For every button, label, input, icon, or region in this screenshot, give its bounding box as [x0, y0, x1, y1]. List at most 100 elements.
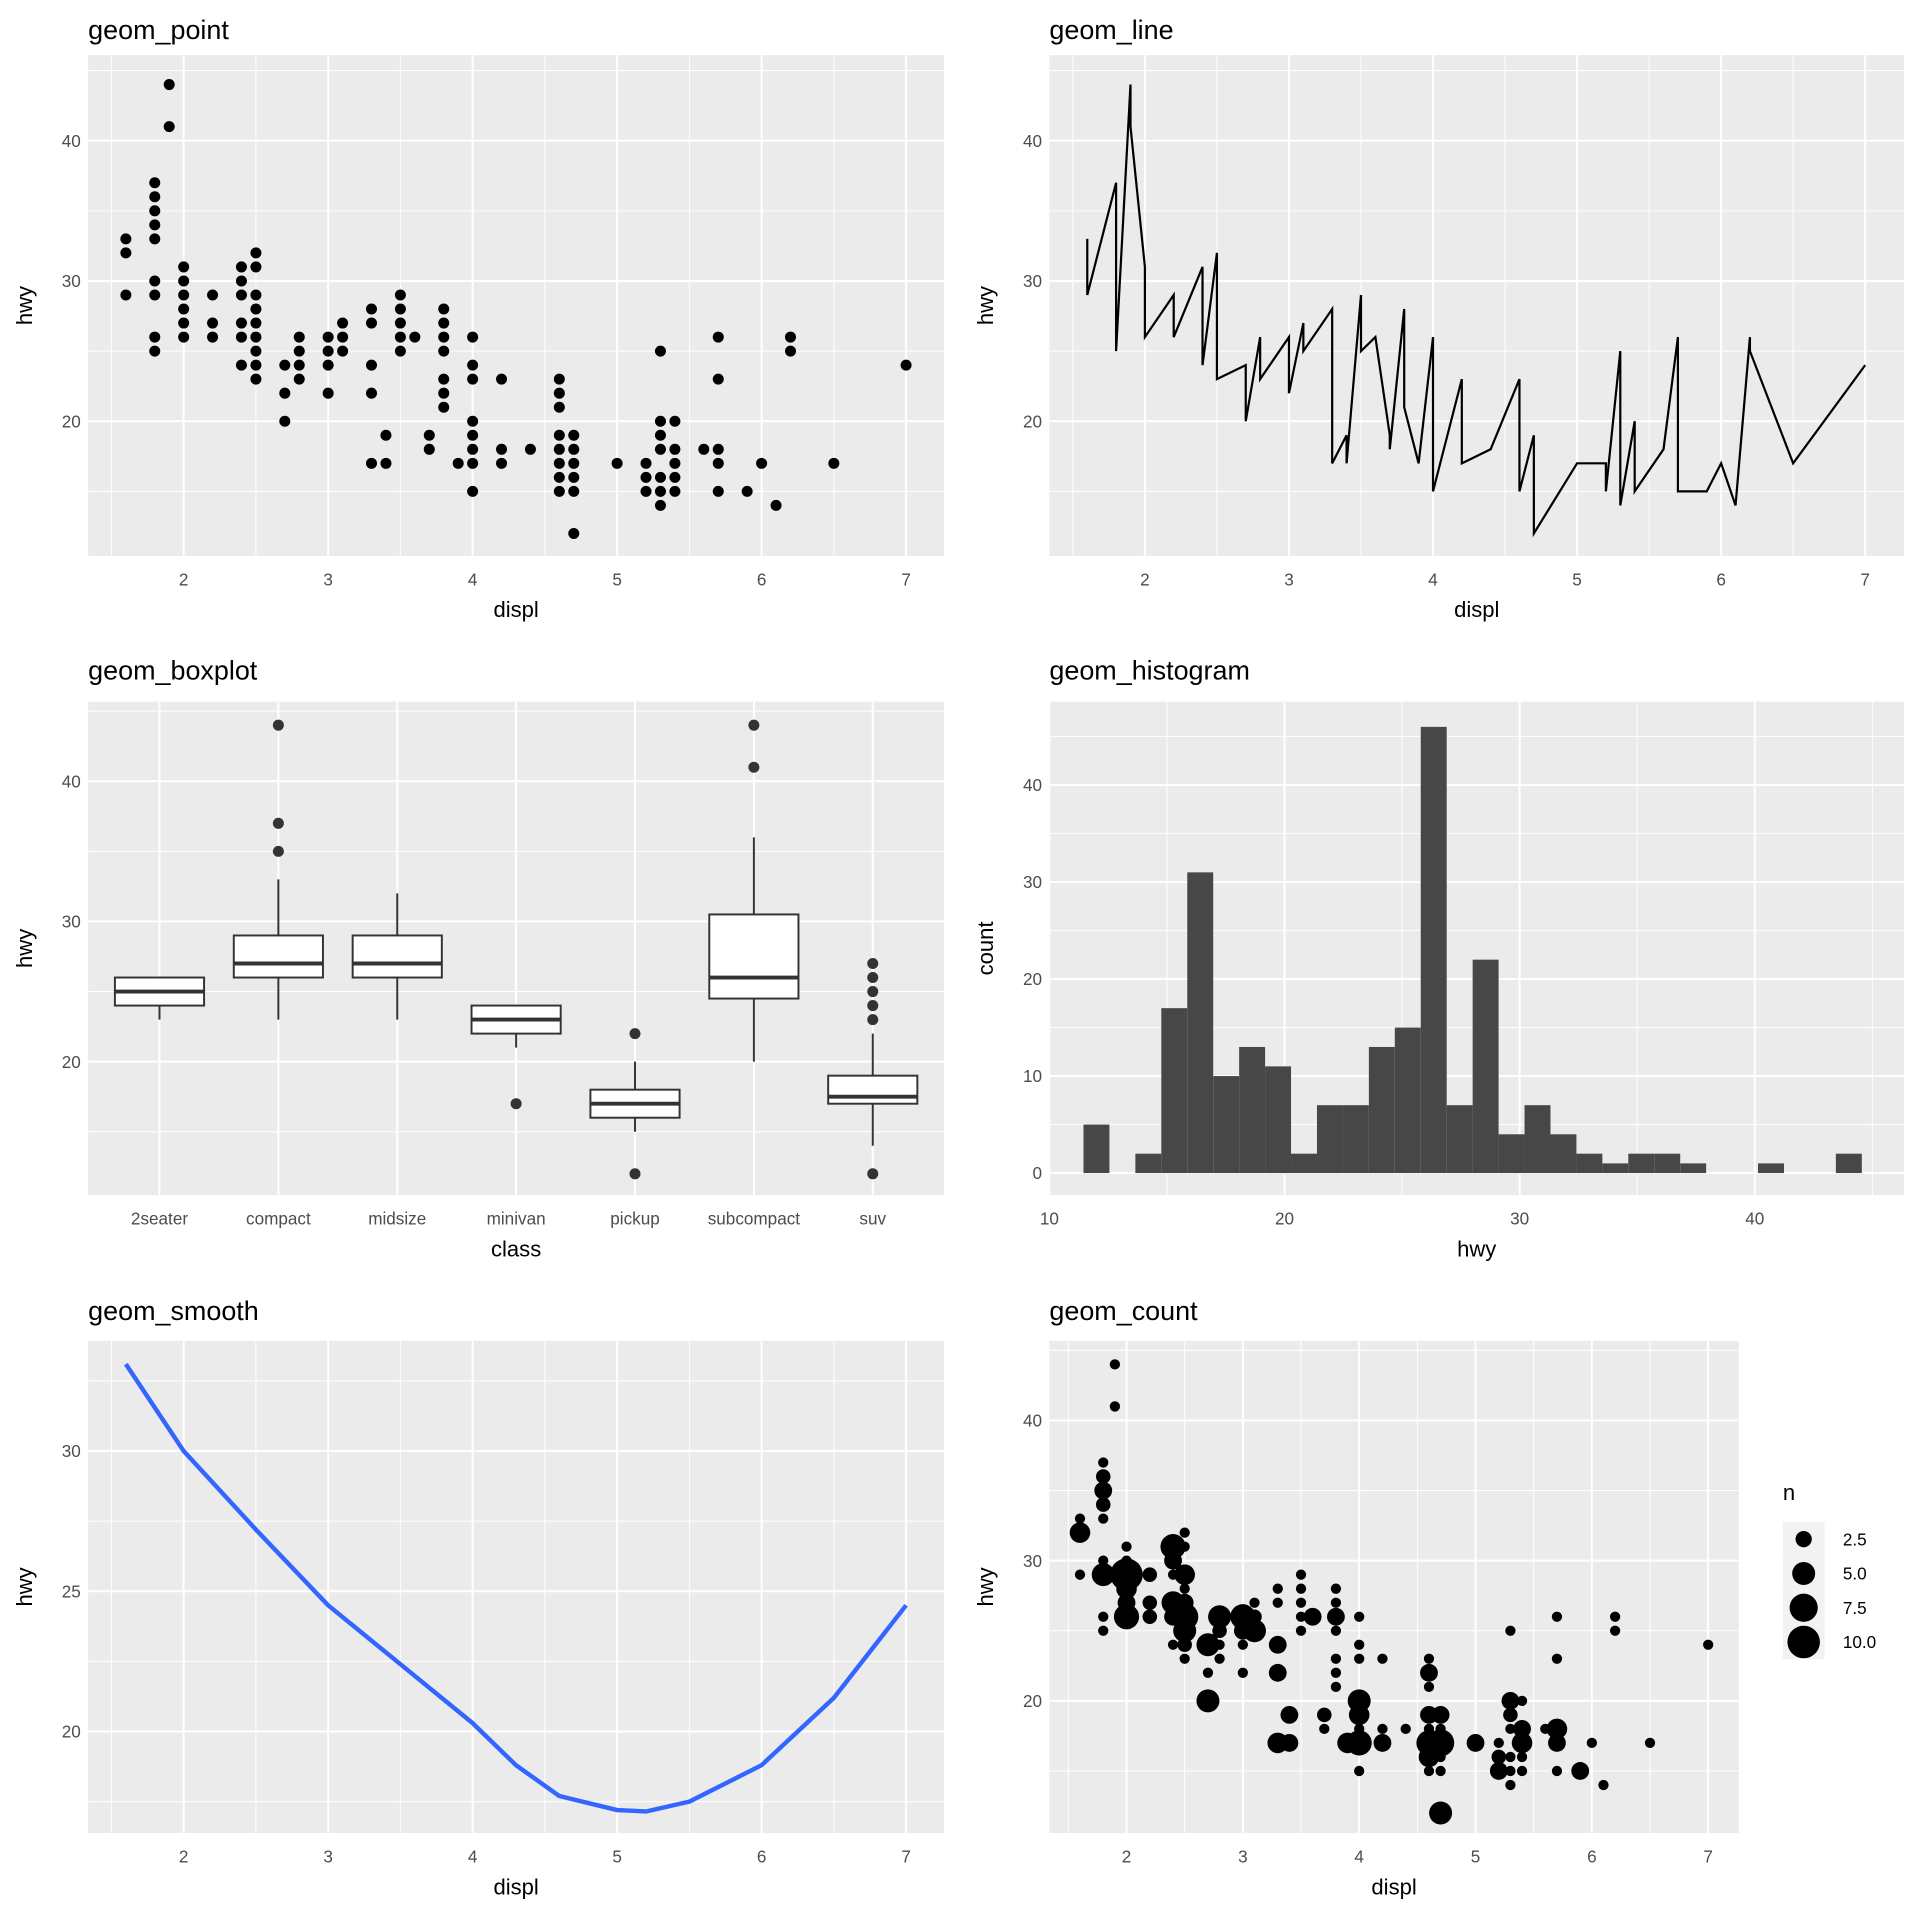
count-point: [1174, 1564, 1195, 1585]
histogram-bar: [1628, 1153, 1655, 1174]
count-point: [1354, 1639, 1365, 1650]
data-point: [553, 387, 565, 399]
data-point: [438, 303, 450, 315]
data-point: [235, 359, 247, 371]
data-point: [149, 345, 161, 357]
count-point: [1142, 1609, 1158, 1625]
count-point: [1173, 1619, 1197, 1643]
data-point: [568, 443, 580, 455]
data-point: [467, 415, 479, 427]
data-point: [149, 205, 161, 217]
data-point: [380, 429, 392, 441]
count-point: [1317, 1707, 1332, 1723]
count-point: [1377, 1723, 1388, 1735]
data-point: [654, 443, 666, 455]
data-point: [712, 457, 724, 469]
x-tick-label: suv: [859, 1208, 886, 1228]
data-point: [784, 331, 797, 343]
data-point: [380, 457, 392, 469]
data-point: [149, 289, 161, 301]
data-point: [568, 485, 580, 497]
data-point: [207, 289, 219, 301]
data-point: [756, 457, 768, 469]
data-point: [293, 345, 305, 357]
histogram-bar: [1758, 1163, 1784, 1174]
x-tick-label: 30: [1510, 1208, 1529, 1228]
count-point: [1113, 1604, 1140, 1630]
data-point: [784, 345, 797, 357]
data-point: [640, 485, 652, 497]
histogram-bar: [1835, 1153, 1862, 1174]
x-tick-label: 4: [468, 569, 478, 589]
count-point: [1242, 1619, 1266, 1643]
legend-label: 10.0: [1843, 1632, 1876, 1652]
outlier-point: [867, 972, 879, 984]
data-point: [640, 471, 652, 483]
outlier-point: [272, 719, 284, 731]
data-point: [394, 289, 406, 301]
count-point: [1400, 1723, 1411, 1735]
x-axis-title: hwy: [1457, 1236, 1496, 1261]
plot-background: [88, 1340, 945, 1834]
count-point: [1095, 1497, 1111, 1512]
data-point: [770, 499, 782, 511]
box-2seater: [113, 976, 206, 1020]
count-point: [1214, 1639, 1225, 1650]
x-axis-title: displ: [1371, 1874, 1416, 1899]
data-point: [669, 415, 681, 427]
data-point: [698, 443, 710, 455]
outlier-point: [272, 817, 284, 829]
data-point: [337, 345, 349, 357]
count-point: [1098, 1513, 1109, 1524]
x-tick-label: 2seater: [131, 1208, 188, 1228]
x-tick-label: 5: [612, 569, 622, 589]
outlier-point: [748, 719, 760, 731]
data-point: [235, 261, 247, 273]
data-point: [467, 331, 479, 343]
data-point: [438, 401, 450, 413]
data-point: [365, 359, 378, 371]
x-tick-label: minivan: [487, 1208, 546, 1228]
count-point: [1511, 1732, 1533, 1754]
data-point: [394, 331, 406, 343]
data-point: [322, 345, 334, 357]
data-point: [394, 317, 406, 329]
count-point: [1516, 1765, 1528, 1777]
y-axis-title: hwy: [12, 286, 37, 325]
data-point: [553, 429, 565, 441]
count-point: [1491, 1749, 1507, 1765]
count-point: [1431, 1705, 1450, 1724]
box-subcompact: [708, 719, 800, 1062]
data-point: [669, 485, 681, 497]
outlier-point: [867, 1000, 879, 1012]
data-point: [322, 331, 334, 343]
count-point: [1423, 1653, 1435, 1664]
count-point: [1280, 1734, 1299, 1752]
data-point: [149, 275, 161, 287]
data-point: [828, 457, 840, 469]
count-point: [1098, 1625, 1109, 1636]
count-point: [1177, 1637, 1192, 1653]
histogram-bar: [1550, 1134, 1577, 1174]
count-point: [1513, 1719, 1531, 1738]
x-tick-label: 6: [1587, 1846, 1597, 1866]
data-point: [467, 359, 479, 371]
outlier-point: [629, 1028, 641, 1040]
count-point: [1319, 1723, 1330, 1735]
histogram-bar: [1394, 1027, 1421, 1174]
data-point: [568, 471, 580, 483]
panel-geom-boxplot: 2seater compact midsize minivan pickup subcom…: [12, 656, 945, 1261]
count-point: [1074, 1513, 1086, 1524]
count-point: [1272, 1597, 1283, 1608]
data-point: [654, 485, 666, 497]
x-tick-label: 2: [179, 1846, 189, 1866]
data-point: [163, 121, 175, 133]
count-point: [1377, 1653, 1388, 1664]
box: [351, 934, 443, 979]
x-tick-label: 6: [757, 569, 767, 589]
count-point: [1354, 1653, 1365, 1664]
y-tick-label: 20: [1023, 969, 1042, 989]
box-compact: [232, 719, 324, 1020]
count-point: [1505, 1723, 1516, 1735]
